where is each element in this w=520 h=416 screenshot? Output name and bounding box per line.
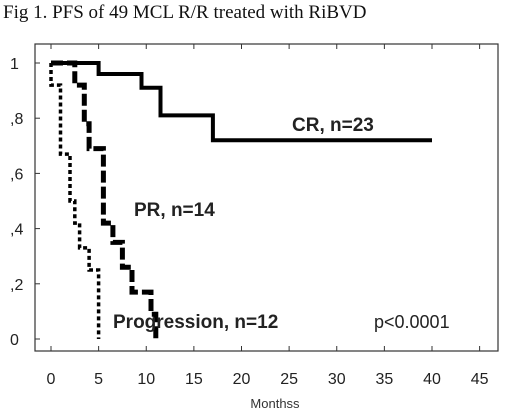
- x-tick-label: 25: [280, 371, 298, 388]
- x-tick-label: 20: [233, 371, 251, 388]
- pr-survival-curve: [51, 60, 159, 339]
- x-tick-label: 45: [471, 371, 489, 388]
- x-tick-label: 40: [423, 371, 441, 388]
- series-layer: [49, 60, 432, 339]
- x-tick-label: 5: [94, 371, 103, 388]
- y-tick-label: ,2: [10, 277, 23, 294]
- progression-series-label: Progression, n=12: [113, 312, 278, 333]
- y-tick-label: 0: [10, 332, 19, 349]
- cr-survival-curve: [51, 61, 432, 143]
- y-tick-label: ,8: [10, 111, 23, 128]
- pr-series-label: PR, n=14: [134, 200, 215, 221]
- p-value-annotation: p<0.0001: [374, 312, 450, 332]
- y-tick-label: 1: [10, 56, 19, 73]
- x-tick-label: 35: [375, 371, 393, 388]
- x-tick-label: 15: [185, 371, 203, 388]
- progression-survival-curve: [49, 63, 101, 339]
- cr-series-label: CR, n=23: [292, 115, 374, 136]
- chart-title: Fig 1. PFS of 49 MCL R/R treated with Ri…: [3, 2, 367, 23]
- plot-frame: [34, 43, 499, 352]
- y-tick-label: ,4: [10, 222, 23, 239]
- x-tick-label: 0: [47, 371, 56, 388]
- y-tick-label: ,6: [10, 166, 23, 183]
- x-tick-label: 10: [137, 371, 155, 388]
- axis-layer: 1 ,8 ,6 ,4 ,2 0 0 5 10 15 20 25 30 35 40 45: [10, 44, 489, 388]
- x-axis-label: Monthss: [250, 396, 300, 411]
- x-tick-label: 30: [328, 371, 346, 388]
